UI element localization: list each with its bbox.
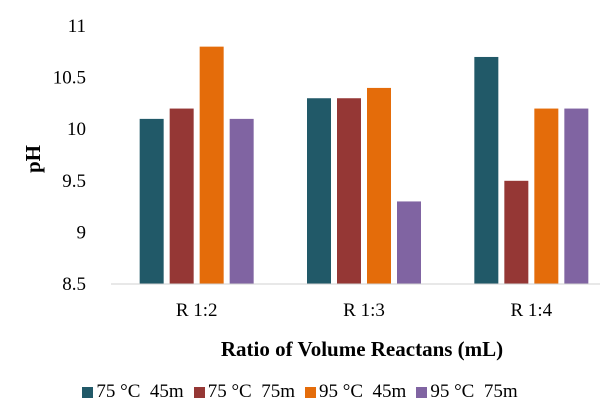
bar (397, 201, 421, 284)
legend-swatch (305, 386, 316, 398)
bar (139, 118, 164, 284)
bar (504, 180, 529, 284)
x-axis-ticks: R 1:2 R 1:3 R 1:4 (176, 300, 553, 321)
bar-chart: 8.5 9 9.5 10 10.5 11 R 1:2 R 1:3 R 1:4 pH Ratio… (21, 16, 600, 361)
bar (474, 56, 499, 285)
y-axis-title: pH (21, 145, 45, 173)
bar (337, 98, 361, 285)
legend-item: 75 °C 45m (82, 381, 184, 403)
x-tick-label: R 1:4 (510, 300, 552, 321)
bar-series (139, 46, 589, 285)
legend-item: 95 °C 75m (416, 381, 518, 403)
legend-swatch (82, 386, 94, 398)
y-tick-label: 11 (68, 16, 86, 37)
y-tick-label: 8.5 (62, 274, 86, 295)
bar (534, 108, 559, 284)
legend-swatch (193, 386, 205, 398)
legend: 75 °C 45m 75 °C 75m 95 °C 45m 95 °C 75m (0, 378, 600, 406)
legend-label: 75 °C 45m (96, 381, 184, 402)
x-tick-label: R 1:3 (343, 300, 385, 321)
bar (367, 87, 391, 284)
y-tick-label: 9.5 (62, 171, 86, 192)
x-axis-title: Ratio of Volume Reactans (mL) (221, 337, 503, 361)
legend-swatch (416, 386, 428, 398)
x-tick-label: R 1:2 (176, 300, 218, 321)
bar (229, 118, 254, 284)
legend-item: 95 °C 45m (305, 381, 406, 403)
bar (564, 108, 589, 284)
legend-label: 95 °C 75m (430, 381, 518, 402)
bar (199, 46, 224, 284)
y-axis-ticks: 8.5 9 9.5 10 10.5 11 (53, 16, 86, 295)
legend-label: 75 °C 75m (207, 381, 295, 402)
legend-item: 75 °C 75m (193, 381, 295, 403)
y-tick-label: 10.5 (53, 68, 86, 89)
y-tick-label: 9 (77, 222, 87, 243)
bar (169, 108, 194, 284)
y-tick-label: 10 (67, 119, 86, 140)
bar (307, 98, 331, 285)
legend-label: 95 °C 45m (319, 381, 407, 402)
